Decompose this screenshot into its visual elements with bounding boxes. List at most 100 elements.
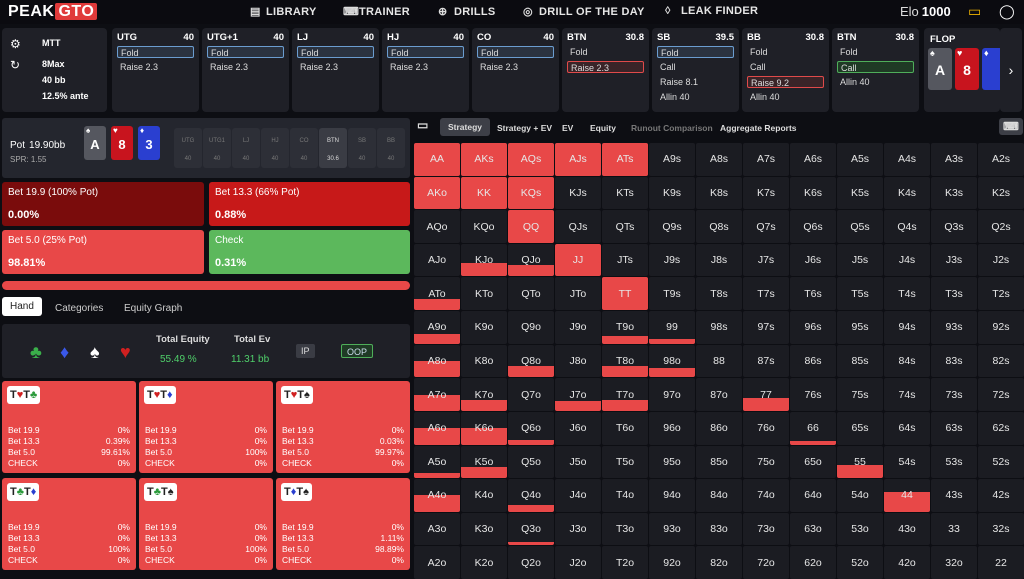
hand-cell[interactable]: K8s [696,176,742,210]
hand-cell[interactable]: KQo [461,210,507,243]
seat-action[interactable]: Call [750,62,766,72]
hand-cell[interactable]: K6s [790,176,836,210]
position-chip[interactable]: BB 40 [377,128,405,168]
chat-icon[interactable]: ▭ [968,3,982,19]
position-chip[interactable]: BTN 30.6 [319,128,347,168]
seat-action[interactable]: Fold [657,46,734,58]
hand-cell[interactable]: 94s [884,311,930,344]
hand-cell[interactable]: Q6s [790,210,836,243]
hand-cell[interactable]: J6s [790,243,836,277]
hand-cell[interactable]: T3o [602,512,648,546]
hand-cell[interactable]: T7s [743,277,789,311]
hand-cell[interactable]: Q2s [978,210,1024,243]
hand-cell[interactable]: ATo [414,277,460,311]
hand-cell[interactable]: AKo [414,176,460,210]
hand-cell[interactable]: 43s [931,479,977,512]
hand-cell[interactable]: 42o [884,546,930,579]
hand-cell[interactable]: J7o [555,378,601,411]
layout-icon[interactable]: ▭ [417,118,429,132]
hand-cell[interactable]: 65o [790,445,836,479]
hand-cell[interactable]: 22 [978,546,1024,579]
hand-cell[interactable]: A6o [414,411,460,445]
hand-cell[interactable]: Q7s [743,210,789,243]
hand-cell[interactable]: 72o [743,546,789,579]
hand-cell[interactable]: 86o [696,411,742,445]
hand-cell[interactable]: 44 [884,479,930,512]
seat-action[interactable]: Allin 40 [660,92,690,102]
hand-cell[interactable]: 97s [743,311,789,344]
seat-card-7[interactable]: BB 30.8 Fold Call Raise 9.2 Allin 40 [742,28,829,112]
hand-cell[interactable]: A2s [978,143,1024,176]
nav-drills[interactable]: ⊕ DRILLS [438,6,496,18]
position-chip[interactable]: CO 40 [290,128,318,168]
hand-cell[interactable]: 74s [884,378,930,411]
hand-cell[interactable]: 55 [837,445,883,479]
hand-cell[interactable]: QQ [508,210,554,243]
hand-cell[interactable]: 87o [696,378,742,411]
hand-cell[interactable]: 43o [884,512,930,546]
nav-trainer[interactable]: ⌨TRAINER [343,6,410,18]
hand-cell[interactable]: A9s [649,143,695,176]
hand-cell[interactable]: TT [602,277,648,311]
hand-cell[interactable]: A6s [790,143,836,176]
hand-cell[interactable]: 72s [978,378,1024,411]
tab-strategy[interactable]: Strategy [440,118,491,136]
tab-runout-comparison[interactable]: Runout Comparison [631,123,713,133]
hand-cell[interactable]: T6s [790,277,836,311]
hand-cell[interactable]: T3s [931,277,977,311]
hand-cell[interactable]: T8s [696,277,742,311]
hand-cell[interactable]: 86s [790,344,836,378]
seat-card-2[interactable]: LJ 40 Fold Raise 2.3 [292,28,379,112]
hand-cell[interactable]: 98s [696,311,742,344]
hand-cell[interactable]: A9o [414,311,460,344]
seat-action[interactable]: Fold [117,46,194,58]
position-chip[interactable]: UTG1 40 [203,128,231,168]
hand-cell[interactable]: 54s [884,445,930,479]
hand-cell[interactable]: 96s [790,311,836,344]
hand-cell[interactable]: 52o [837,546,883,579]
hand-cell[interactable]: Q8s [696,210,742,243]
hand-cell[interactable]: J8s [696,243,742,277]
hand-cell[interactable]: JTo [555,277,601,311]
hand-cell[interactable]: T9s [649,277,695,311]
gamepad-icon[interactable]: ⌨ [999,118,1023,135]
hand-cell[interactable]: Q2o [508,546,554,579]
hand-cell[interactable]: 62o [790,546,836,579]
hand-cell[interactable]: 65s [837,411,883,445]
hand-cell[interactable]: 85o [696,445,742,479]
seat-action[interactable]: Raise 8.1 [660,77,699,87]
hand-cell[interactable]: 83o [696,512,742,546]
hand-cell[interactable]: Q7o [508,378,554,411]
hand-cell[interactable]: J2o [555,546,601,579]
club-icon[interactable]: ♣ [30,342,42,362]
action-option-0[interactable]: Bet 19.9 (100% Pot) 0.00% [2,182,204,226]
hand-cell[interactable]: T6o [602,411,648,445]
hand-cell[interactable]: 64o [790,479,836,512]
hand-cell[interactable]: 75s [837,378,883,411]
hand-cell[interactable]: AQs [508,143,554,176]
chevron-right-icon[interactable]: › [1000,28,1022,112]
hand-cell[interactable]: QJs [555,210,601,243]
hand-cell[interactable]: KJo [461,243,507,277]
hand-cell[interactable]: T2s [978,277,1024,311]
hand-cell[interactable]: T7o [602,378,648,411]
hand-cell[interactable]: J6o [555,411,601,445]
position-chip[interactable]: LJ 40 [232,128,260,168]
position-chip[interactable]: UTG 40 [174,128,202,168]
hand-cell[interactable]: 94o [649,479,695,512]
hand-cell[interactable]: 76s [790,378,836,411]
logo[interactable]: PEAK GTO [8,3,98,21]
hand-cell[interactable]: K5s [837,176,883,210]
hand-cell[interactable]: Q9o [508,311,554,344]
hand-cell[interactable]: 92o [649,546,695,579]
combo-card[interactable]: T♥T♣ Bet 19.9 0% Bet 13.3 0.39% Bet 5.0 99.61%… [2,381,136,473]
position-chip[interactable]: HJ 40 [261,128,289,168]
hand-cell[interactable]: J3s [931,243,977,277]
hand-cell[interactable]: KTo [461,277,507,311]
heart-icon[interactable]: ♥ [120,342,131,362]
oop-toggle[interactable]: OOP [341,344,374,358]
action-option-3[interactable]: Check 0.31% [209,230,410,274]
nav-library[interactable]: ▤ LIBRARY [250,6,317,18]
hand-cell[interactable]: JJ [555,243,601,277]
action-option-2[interactable]: Bet 5.0 (25% Pot) 98.81% [2,230,204,274]
